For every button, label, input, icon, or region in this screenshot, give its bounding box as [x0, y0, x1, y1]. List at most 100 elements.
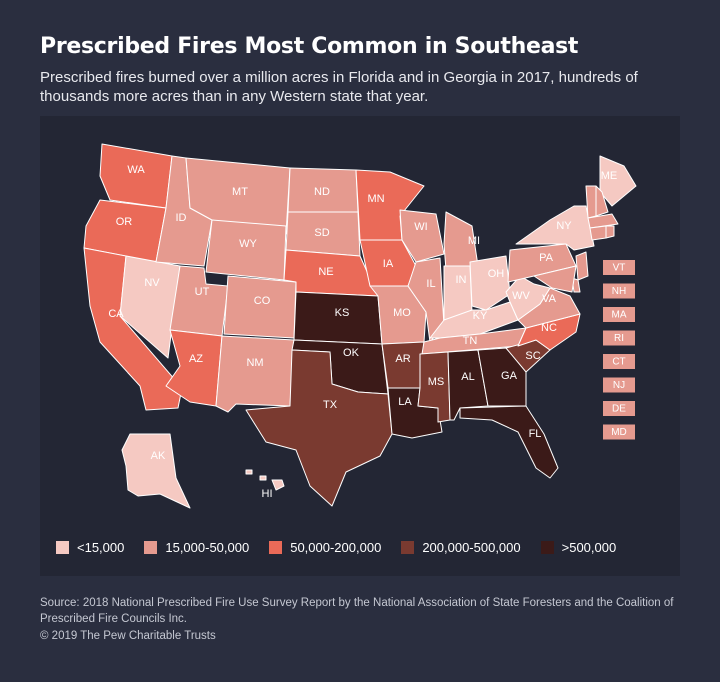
label-CA: CA: [108, 308, 124, 320]
legend-item: 15,000-50,000: [144, 540, 249, 555]
label-OR: OR: [116, 216, 133, 228]
us-map: WA OR CA NV ID MT WY UT CO AZ NM ND SD N…: [83, 143, 637, 509]
box-NH[interactable]: [603, 283, 635, 299]
box-label-DE: DE: [612, 404, 626, 415]
box-NJ[interactable]: [603, 377, 635, 393]
box-MA[interactable]: [603, 307, 635, 322]
box-label-NH: NH: [612, 286, 626, 297]
box-label-VT: VT: [613, 263, 626, 274]
legend-swatch: [401, 541, 415, 554]
legend-item: 200,000-500,000: [401, 540, 521, 555]
legend-item: <15,000: [56, 540, 124, 555]
state-labels: WA OR CA NV ID MT WY UT CO AZ NM ND SD N…: [108, 164, 617, 500]
label-MS: MS: [428, 376, 445, 388]
label-SC: SC: [525, 350, 540, 362]
state-CT[interactable]: [589, 225, 607, 241]
state-CO[interactable]: [223, 275, 297, 339]
state-TX[interactable]: [245, 349, 393, 507]
label-VA: VA: [542, 293, 557, 305]
label-MO: MO: [393, 307, 411, 319]
label-GA: GA: [501, 370, 518, 382]
state-WI[interactable]: [399, 209, 445, 263]
label-KS: KS: [335, 307, 350, 319]
copyright: © 2019 The Pew Charitable Trusts: [40, 630, 216, 642]
label-OH: OH: [488, 268, 505, 280]
label-OK: OK: [343, 347, 360, 359]
map-panel: WA OR CA NV ID MT WY UT CO AZ NM ND SD N…: [40, 116, 680, 576]
label-MI: MI: [468, 235, 480, 247]
label-WI: WI: [414, 221, 427, 233]
legend: <15,000 15,000-50,000 50,000-200,000 200,00…: [56, 540, 636, 555]
label-NE: NE: [318, 266, 333, 278]
legend-label: >500,000: [561, 540, 617, 555]
state-GA[interactable]: [477, 347, 527, 407]
source-note: Source: 2018 National Prescribed Fire Us…: [40, 597, 674, 625]
state-NH[interactable]: [595, 185, 609, 217]
state-RI[interactable]: [605, 225, 615, 239]
label-ME: ME: [601, 170, 618, 182]
state-WY[interactable]: [205, 219, 287, 281]
legend-item: 50,000-200,000: [269, 540, 381, 555]
state-NM[interactable]: [215, 335, 295, 413]
label-KY: KY: [473, 310, 488, 322]
legend-label: 50,000-200,000: [290, 540, 382, 555]
label-WA: WA: [127, 164, 145, 176]
page-subtitle: Prescribed fires burned over a million a…: [40, 69, 638, 105]
state-UT[interactable]: [169, 265, 229, 337]
label-AL: AL: [461, 371, 474, 383]
box-label-NJ: NJ: [613, 380, 625, 391]
state-MD[interactable]: [533, 265, 577, 293]
box-VT[interactable]: [603, 260, 635, 275]
state-NJ[interactable]: [575, 251, 589, 281]
state-AK[interactable]: [121, 433, 191, 509]
label-WY: WY: [239, 238, 257, 250]
legend-swatch: [144, 541, 158, 554]
label-ID: ID: [176, 212, 187, 224]
label-TN: TN: [463, 335, 478, 347]
box-label-RI: RI: [614, 333, 624, 344]
northeast-state-boxes: VT NH MA RI CT NJ DE MD: [603, 260, 635, 440]
label-TX: TX: [323, 399, 338, 411]
label-PA: PA: [539, 252, 554, 264]
label-WV: WV: [512, 290, 530, 302]
state-NY[interactable]: [515, 205, 595, 251]
page-title: Prescribed Fires Most Common in Southeas…: [40, 34, 579, 59]
label-ND: ND: [314, 186, 330, 198]
label-UT: UT: [195, 286, 210, 298]
state-VT[interactable]: [585, 185, 597, 219]
state-MA[interactable]: [587, 213, 619, 229]
box-CT[interactable]: [603, 354, 635, 369]
label-NC: NC: [541, 322, 557, 334]
box-label-CT: CT: [612, 357, 625, 368]
state-OH[interactable]: [469, 255, 511, 311]
state-AR[interactable]: [381, 341, 425, 389]
legend-swatch: [540, 541, 554, 554]
label-IN: IN: [456, 274, 467, 286]
label-HI: HI: [262, 488, 273, 500]
label-AR: AR: [395, 353, 410, 365]
label-NM: NM: [246, 357, 263, 369]
label-CO: CO: [254, 295, 271, 307]
label-AK: AK: [151, 450, 166, 462]
legend-swatch: [56, 541, 69, 554]
box-MD[interactable]: [603, 424, 635, 440]
state-WA[interactable]: [99, 143, 173, 209]
state-HI[interactable]: [245, 469, 285, 491]
box-label-MA: MA: [612, 310, 627, 321]
box-DE[interactable]: [603, 401, 635, 416]
box-RI[interactable]: [603, 330, 635, 346]
legend-label: <15,000: [77, 540, 125, 555]
legend-item: >500,000: [540, 540, 617, 555]
state-FL[interactable]: [459, 405, 559, 479]
label-IA: IA: [383, 258, 394, 270]
legend-swatch: [269, 541, 283, 554]
label-MN: MN: [367, 193, 384, 205]
label-SD: SD: [314, 227, 329, 239]
label-LA: LA: [398, 396, 412, 408]
legend-label: 15,000-50,000: [165, 540, 250, 555]
state-ME[interactable]: [599, 155, 637, 207]
label-IL: IL: [426, 278, 435, 290]
box-label-MD: MD: [611, 427, 627, 438]
label-MT: MT: [232, 186, 248, 198]
label-NV: NV: [144, 277, 160, 289]
